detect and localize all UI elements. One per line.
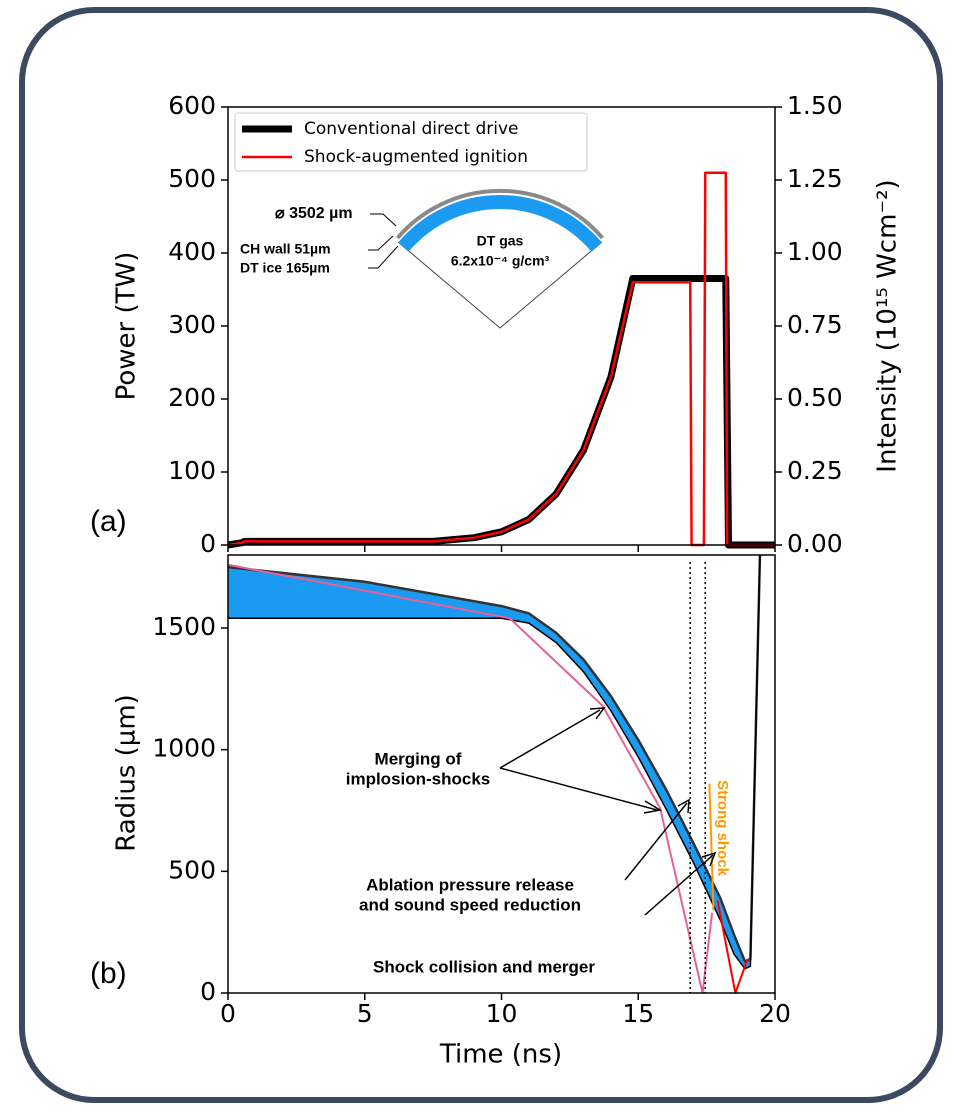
shell-boundary [227, 554, 762, 964]
inset-wall [395, 188, 605, 240]
x-tick-label: 10 [486, 999, 518, 1028]
y-tick-label: 400 [168, 237, 216, 266]
x-axis-label: Time (ns) [439, 1040, 562, 1070]
y-tick-label: 1500 [152, 612, 216, 641]
y2-tick-label: 0.75 [787, 310, 843, 339]
y-tick-label: 200 [168, 383, 216, 412]
inset-arrow [368, 245, 399, 269]
y2-tick-label: 0.00 [787, 529, 843, 558]
inset-label: ⌀ 3502 µm [275, 205, 353, 222]
y2-tick-label: 0.25 [787, 456, 843, 485]
plot-area: 01002003004005006000.000.250.500.751.001… [152, 91, 842, 1028]
inset-wedge [397, 241, 603, 329]
annotation: Shock collision and merger [373, 957, 595, 976]
inset-label: DT ice 165µm [240, 260, 330, 276]
y-tick-label: 1000 [152, 734, 216, 763]
inset-arrow [370, 213, 397, 227]
y-tick-label: 0 [200, 977, 216, 1006]
y-axis-label: Power (TW) [112, 252, 142, 401]
y-axis-label: Radius (µm) [112, 694, 142, 852]
annotation: implosion-shocks [346, 769, 491, 788]
line [227, 171, 775, 547]
legend-box [234, 112, 588, 172]
annotation: Strong shock [714, 780, 731, 877]
y-tick-label: 600 [168, 91, 216, 120]
panel-label: (a) [90, 505, 127, 538]
y-tick-label: 300 [168, 310, 216, 339]
y2-axis-label: Intensity (10¹⁵ Wcm⁻²) [873, 179, 903, 472]
inset-label: DT gas [477, 233, 524, 249]
panel-label: (b) [90, 957, 127, 990]
annotation-arrows [499, 707, 717, 916]
inset-label: CH wall 51µm [240, 241, 331, 257]
y-tick-label: 0 [200, 529, 216, 558]
x-tick-label: 5 [357, 999, 373, 1028]
annotation: Merging of [375, 749, 462, 768]
y-tick-label: 500 [168, 164, 216, 193]
line [708, 783, 715, 911]
y2-tick-label: 1.50 [787, 91, 843, 120]
x-tick-label: 15 [622, 999, 654, 1028]
annotation: and sound speed reduction [359, 895, 581, 914]
y-tick-label: 100 [168, 456, 216, 485]
y2-tick-label: 1.00 [787, 237, 843, 266]
y-tick-label: 500 [168, 855, 216, 884]
x-tick-label: 0 [220, 999, 236, 1028]
annotation: Ablation pressure release [366, 875, 574, 894]
inset-ice [398, 195, 602, 252]
inset: ⌀ 3502 µm CH wall 51µm DT ice 165µm DT g… [240, 188, 605, 329]
legend-label: Conventional direct drive [304, 119, 518, 139]
inset-label: 6.2x10⁻⁴ g/cm³ [451, 253, 550, 269]
y2-tick-label: 1.25 [787, 164, 843, 193]
inset-arrow [368, 235, 394, 251]
annotations: Merging of implosion-shocks Ablation pre… [346, 707, 731, 976]
legend-label: Shock-augmented ignition [304, 147, 528, 167]
y2-tick-label: 0.50 [787, 383, 843, 412]
line [227, 563, 714, 994]
x-tick-label: 20 [759, 999, 791, 1028]
